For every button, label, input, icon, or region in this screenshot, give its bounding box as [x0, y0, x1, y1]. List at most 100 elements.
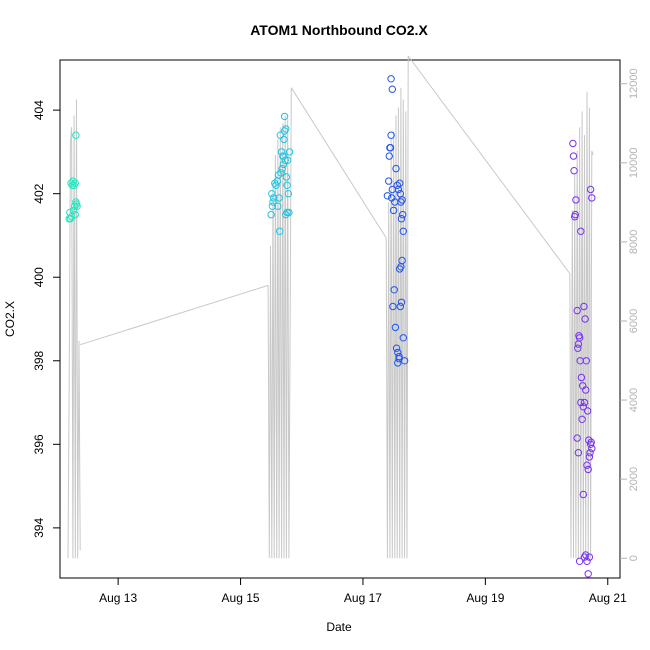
- data-point: [284, 190, 292, 198]
- data-point: [389, 302, 397, 311]
- data-point: [274, 171, 283, 179]
- data-point: [574, 344, 582, 352]
- data-point: [572, 196, 580, 204]
- data-point: [274, 202, 282, 210]
- y-tick-label: 394: [32, 518, 46, 538]
- data-point: [397, 298, 406, 306]
- data-point: [386, 144, 395, 152]
- x-tick-label: Aug 15: [222, 591, 260, 605]
- plot-frame: [59, 59, 621, 579]
- y-axis: 394 396 398 400 402 404: [32, 100, 60, 538]
- y2-tick-label: 0: [628, 555, 640, 561]
- x-tick-label: Aug 21: [589, 591, 627, 605]
- data-point: [391, 323, 400, 332]
- data-point: [573, 434, 581, 442]
- data-point: [585, 553, 594, 561]
- data-point: [586, 449, 594, 457]
- data-point: [385, 152, 393, 160]
- secondary-line-segment: [267, 87, 292, 559]
- data-point: [72, 131, 80, 139]
- y2-tick-label: 6000: [628, 309, 640, 333]
- y2-tick-label: 4000: [628, 388, 640, 412]
- y-tick-label: 402: [32, 183, 46, 203]
- data-point: [400, 357, 409, 365]
- data-point: [285, 148, 294, 156]
- data-point: [282, 173, 291, 181]
- secondary-line-segment: [80, 284, 269, 346]
- data-point: [387, 75, 395, 83]
- data-point: [580, 302, 588, 311]
- secondary-line-segment: [385, 55, 409, 559]
- data-point: [282, 210, 290, 219]
- data-point: [583, 557, 591, 565]
- data-point: [573, 306, 581, 315]
- data-point: [582, 386, 590, 394]
- data-point: [276, 131, 284, 139]
- data-point: [69, 206, 78, 215]
- y2-tick-label: 12000: [628, 68, 640, 99]
- data-point: [268, 190, 276, 198]
- y-tick-label: 398: [32, 350, 46, 370]
- data-point: [71, 179, 80, 187]
- data-point: [280, 135, 288, 144]
- y-tick-label: 396: [32, 434, 46, 454]
- x-tick-label: Aug 13: [99, 591, 137, 605]
- data-point: [395, 352, 403, 361]
- data-point: [577, 227, 585, 236]
- data-point: [387, 131, 395, 139]
- data-point: [283, 181, 291, 190]
- data-point: [581, 315, 589, 323]
- data-point: [388, 85, 396, 93]
- data-point: [272, 181, 280, 190]
- x-axis: Aug 13 Aug 15 Aug 17 Aug 19 Aug 21: [99, 578, 627, 605]
- data-point: [575, 332, 583, 340]
- data-point: [398, 196, 406, 204]
- data-point: [275, 194, 283, 202]
- data-point: [269, 198, 277, 206]
- y2-tick-label: 10000: [628, 148, 640, 179]
- data-point: [579, 490, 587, 499]
- data-point: [72, 200, 81, 208]
- data-point: [586, 185, 595, 194]
- secondary-line-segment: [67, 99, 81, 559]
- data-point: [280, 112, 289, 121]
- data-point: [392, 344, 401, 352]
- data-point: [268, 202, 277, 210]
- data-point: [569, 139, 577, 148]
- data-point: [588, 444, 596, 453]
- data-point: [276, 227, 284, 236]
- y-tick-label: 404: [32, 100, 46, 120]
- x-tick-label: Aug 19: [466, 591, 504, 605]
- data-point: [267, 210, 275, 219]
- data-point: [279, 160, 288, 169]
- data-point: [278, 164, 286, 173]
- data-point: [396, 302, 404, 311]
- data-point: [588, 194, 596, 202]
- data-point: [585, 453, 594, 461]
- data-point: [579, 403, 587, 411]
- data-point: [71, 210, 80, 219]
- data-point: [283, 208, 291, 217]
- data-point: [582, 357, 590, 365]
- data-point: [583, 461, 591, 469]
- data-point: [398, 256, 406, 265]
- y2-tick-label: 8000: [628, 230, 640, 254]
- secondary-line-segment: [407, 55, 571, 274]
- data-point: [389, 206, 398, 215]
- data-point: [284, 156, 292, 165]
- y-axis-label: CO2.X: [3, 301, 17, 337]
- data-point: [383, 192, 392, 200]
- data-point: [385, 177, 393, 185]
- data-point: [279, 152, 288, 160]
- data-point: [577, 398, 585, 407]
- secondary-series: [67, 55, 594, 559]
- data-point: [571, 213, 579, 221]
- data-point: [396, 179, 404, 187]
- data-point: [584, 465, 592, 474]
- data-point: [584, 570, 592, 578]
- y-tick-label: 400: [32, 267, 46, 287]
- data-point: [390, 286, 398, 294]
- x-axis-label: Date: [326, 620, 352, 634]
- data-point: [575, 557, 584, 565]
- data-point: [587, 438, 595, 446]
